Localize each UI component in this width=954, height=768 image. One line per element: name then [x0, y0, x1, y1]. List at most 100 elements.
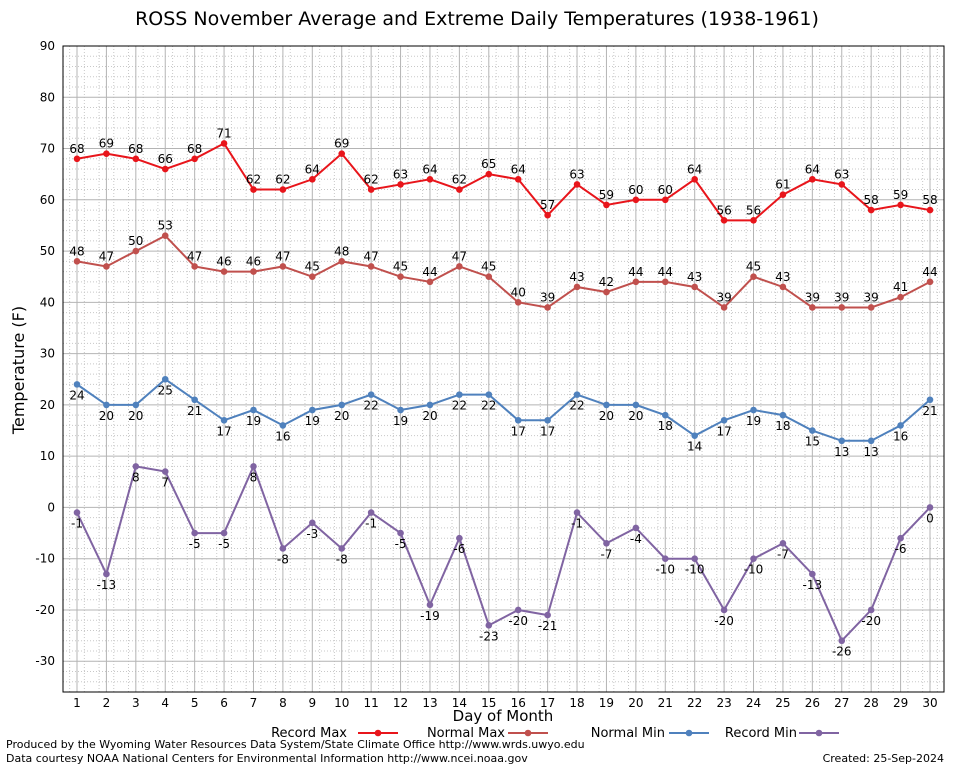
record-max-point — [426, 176, 434, 183]
y-tick-label: -20 — [35, 603, 55, 617]
record-max-point — [161, 165, 169, 173]
normal-min-data-label: 19 — [305, 414, 320, 428]
normal-max-point — [367, 263, 375, 270]
normal-max-point — [720, 304, 728, 311]
record-max-data-label: 57 — [540, 198, 555, 212]
x-tick-label: 28 — [864, 696, 879, 710]
normal-max-data-label: 43 — [569, 270, 584, 284]
record-min-data-label: -5 — [218, 537, 230, 551]
normal-min-data-label: 20 — [599, 409, 614, 423]
normal-min-point — [750, 406, 757, 414]
x-tick-label: 30 — [922, 696, 937, 710]
record-max-data-label: 60 — [628, 183, 643, 197]
normal-max-point — [544, 304, 551, 311]
normal-max-data-label: 50 — [128, 234, 143, 248]
normal-min-point — [132, 401, 140, 409]
x-tick-label: 16 — [511, 696, 526, 710]
record-max-point — [191, 155, 198, 163]
record-min-point — [926, 504, 934, 511]
normal-max-data-label: 39 — [716, 290, 731, 304]
normal-min-point — [779, 411, 787, 419]
record-min-data-label: -19 — [420, 609, 440, 623]
x-tick-label: 26 — [805, 696, 820, 710]
legend-marker-normal-max — [524, 729, 532, 737]
normal-min-point — [691, 432, 698, 439]
record-min-point — [838, 637, 846, 645]
record-min-data-label: -13 — [97, 578, 117, 592]
normal-min-point — [338, 401, 346, 409]
normal-min-point — [897, 422, 904, 429]
normal-max-point — [103, 263, 110, 270]
plot-series: 68 69 68 66 68 71 62 62 64 69 62 63 64 62 65 64 57 63 59 60… — [69, 126, 937, 658]
record-min-point — [338, 545, 346, 552]
normal-max-point — [838, 304, 846, 311]
legend: Record Max Normal Max Normal Min Record Min — [271, 726, 839, 741]
record-min-data-label: -26 — [832, 645, 852, 659]
plot-frame — [62, 45, 945, 693]
record-min-data-label: -21 — [538, 619, 558, 633]
normal-min-point — [603, 401, 610, 409]
normal-min-point — [926, 396, 934, 404]
record-max-data-label: 64 — [422, 162, 437, 176]
normal-max-data-label: 39 — [834, 290, 849, 304]
normal-max-data-label: 47 — [99, 249, 114, 263]
normal-min-point — [573, 391, 581, 398]
normal-min-data-label: 17 — [216, 424, 231, 438]
normal-min-data-label: 20 — [422, 409, 437, 423]
normal-min-point — [367, 391, 375, 398]
record-min-data-label: -1 — [571, 517, 583, 531]
record-max-data-label: 62 — [452, 173, 467, 187]
record-min-data-label: -3 — [306, 527, 318, 541]
footer-data-courtesy: Data courtesy NOAA National Centers for … — [6, 752, 528, 765]
normal-max-point — [867, 304, 875, 311]
record-max-point — [661, 196, 669, 204]
record-max-data-label: 69 — [99, 137, 114, 151]
normal-min-data-label: 16 — [893, 429, 908, 443]
record-max-point — [573, 181, 581, 188]
normal-min-data-label: 19 — [746, 414, 761, 428]
record-max-data-label: 62 — [363, 173, 378, 187]
normal-min-data-label: 13 — [834, 445, 849, 459]
normal-min-point — [809, 427, 816, 434]
x-tick-label: 3 — [132, 696, 140, 710]
normal-max-data-label: 43 — [687, 270, 702, 284]
x-tick-label: 8 — [279, 696, 287, 710]
x-tick-label: 13 — [422, 696, 437, 710]
normal-min-point — [103, 401, 110, 409]
normal-max-point — [73, 258, 81, 265]
x-tick-label: 15 — [481, 696, 496, 710]
normal-max-point — [779, 283, 787, 291]
legend-label-record-max: Record Max — [271, 726, 347, 741]
normal-max-point — [338, 258, 346, 265]
x-tick-label: 20 — [628, 696, 643, 710]
normal-min-point — [514, 416, 522, 424]
record-min-point — [367, 509, 375, 516]
footer-created-date: Created: 25-Sep-2024 — [822, 752, 944, 765]
record-min-point — [73, 509, 81, 516]
normal-min-point — [838, 437, 846, 445]
record-max-data-label: 63 — [393, 167, 408, 181]
normal-max-data-label: 47 — [275, 249, 290, 263]
normal-min-point — [544, 416, 551, 424]
normal-min-data-label: 14 — [687, 440, 702, 454]
record-min-point — [544, 611, 551, 619]
record-min-data-label: -10 — [655, 563, 675, 577]
normal-max-point — [132, 247, 140, 255]
x-tick-label: 22 — [687, 696, 702, 710]
y-tick-label: 60 — [40, 193, 55, 207]
normal-max-line — [76, 234, 931, 309]
record-max-point — [279, 186, 287, 193]
normal-max-data-label: 42 — [599, 275, 614, 289]
record-max-data-label: 68 — [69, 142, 84, 156]
record-max-point — [838, 181, 846, 188]
record-max-data-label: 61 — [775, 178, 790, 192]
record-max-point — [309, 176, 316, 183]
record-min-point — [514, 606, 522, 614]
y-tick-label: 40 — [40, 295, 55, 309]
normal-min-data-label: 22 — [569, 399, 584, 413]
normal-max-point — [897, 293, 904, 301]
normal-min-data-label: 13 — [864, 445, 879, 459]
record-min-data-label: -5 — [189, 537, 201, 551]
normal-max-point — [397, 273, 404, 281]
record-min-data-label: -6 — [453, 542, 465, 556]
